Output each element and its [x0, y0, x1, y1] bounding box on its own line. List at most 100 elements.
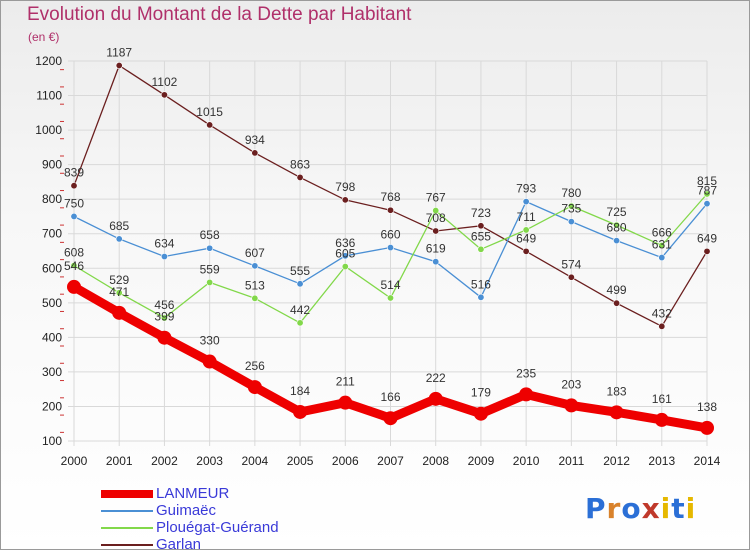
data-point: [609, 405, 624, 420]
data-label: 211: [336, 375, 355, 389]
data-point: [386, 244, 394, 252]
data-label: 649: [516, 231, 536, 245]
data-label: 815: [697, 174, 717, 188]
data-point: [477, 245, 485, 253]
data-point: [703, 190, 711, 198]
x-tick-label: 2009: [468, 454, 495, 468]
series-guima-c: [70, 198, 711, 301]
legend-label: Guimaëc: [156, 502, 217, 519]
data-label: 787: [697, 184, 717, 198]
data-label: 574: [561, 257, 581, 271]
data-label: 680: [607, 221, 627, 235]
y-tick-label: 800: [42, 192, 62, 206]
data-label: 1015: [196, 105, 223, 119]
data-label: 183: [607, 384, 627, 398]
data-point: [432, 227, 440, 235]
data-label: 546: [64, 259, 84, 273]
x-tick-label: 2001: [106, 454, 133, 468]
data-point: [658, 241, 666, 249]
data-point: [206, 121, 214, 129]
data-point: [567, 218, 575, 226]
data-point: [70, 182, 78, 190]
data-point: [67, 279, 81, 294]
x-tick-label: 2005: [287, 454, 314, 468]
data-point: [247, 380, 262, 395]
y-tick-label: 100: [42, 434, 62, 448]
series-plou-gat-gu-rand: [70, 190, 711, 327]
data-point: [477, 293, 485, 301]
data-point: [251, 262, 259, 270]
data-point: [432, 258, 440, 266]
data-label: 660: [380, 228, 400, 242]
data-point: [251, 294, 259, 302]
data-point: [383, 411, 398, 426]
data-point: [522, 247, 530, 255]
data-label: 735: [561, 202, 581, 216]
data-label: 179: [471, 386, 491, 400]
data-label: 780: [561, 186, 581, 200]
data-label: 631: [652, 238, 672, 252]
data-label: 605: [335, 247, 355, 261]
legend-label: Garlan: [156, 536, 202, 553]
chart-title: Evolution du Montant de la Dette par Hab…: [27, 4, 412, 25]
series-lines: [67, 61, 714, 435]
y-tick-label: 300: [42, 365, 62, 379]
x-tick-label: 2002: [151, 454, 178, 468]
data-labels: 839 1187 1102 1015 934 863 798 768 708 723 649 574 4…: [64, 45, 717, 413]
legend-swatch: [101, 510, 153, 512]
data-label: 235: [516, 366, 536, 380]
data-label: 513: [245, 278, 265, 292]
y-tick-label: 400: [42, 330, 62, 344]
legend-label: Plouégat-Guérand: [156, 519, 279, 536]
y-tick-label: 500: [42, 296, 62, 310]
y-tick-label: 200: [42, 399, 62, 413]
data-label: 432: [652, 306, 672, 320]
axes: 100 200 300 400 500 600 700 800 900 1000 1100 1200 2…: [35, 54, 720, 468]
data-point: [700, 420, 714, 435]
data-label: 666: [652, 225, 672, 239]
x-tick-label: 2010: [513, 454, 540, 468]
data-label: 750: [64, 196, 84, 210]
data-label: 138: [697, 400, 717, 414]
data-label: 166: [380, 390, 400, 404]
data-label: 655: [471, 229, 491, 243]
x-tick-label: 2013: [648, 454, 675, 468]
legend-swatch: [101, 527, 153, 529]
data-point: [115, 61, 123, 69]
data-point: [658, 254, 666, 262]
data-point: [341, 196, 349, 204]
data-point: [386, 206, 394, 214]
data-point: [293, 404, 308, 419]
data-label: 768: [380, 190, 400, 204]
data-label: 399: [154, 310, 174, 324]
x-tick-label: 2012: [603, 454, 630, 468]
proxiti-logo: Proxiti: [585, 492, 697, 525]
x-tick-label: 2008: [422, 454, 449, 468]
data-label: 330: [200, 334, 220, 348]
data-point: [613, 221, 621, 229]
data-point: [202, 354, 217, 369]
data-label: 934: [245, 133, 265, 147]
x-tick-label: 2003: [196, 454, 223, 468]
data-point: [296, 173, 304, 181]
data-point: [341, 252, 349, 260]
data-label: 798: [335, 180, 355, 194]
data-point: [338, 395, 353, 410]
data-point: [115, 235, 123, 243]
data-label: 767: [426, 191, 446, 205]
data-label: 222: [426, 371, 446, 385]
data-label: 793: [516, 182, 536, 196]
data-point: [703, 200, 711, 208]
data-point: [658, 322, 666, 330]
y-tick-label: 1200: [35, 54, 62, 68]
data-point: [206, 244, 214, 252]
data-label: 516: [471, 277, 491, 291]
series-garlan: [70, 61, 711, 330]
data-label: 708: [426, 211, 446, 225]
y-tick-label: 1000: [35, 123, 62, 137]
data-point: [519, 387, 534, 402]
data-label: 685: [109, 219, 129, 233]
data-label: 1102: [152, 75, 178, 89]
data-label: 256: [245, 359, 265, 373]
